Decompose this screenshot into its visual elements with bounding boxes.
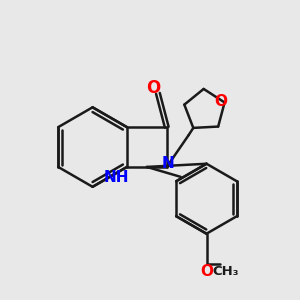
Text: O: O (214, 94, 228, 109)
Text: O: O (146, 79, 161, 97)
Text: N: N (162, 157, 175, 172)
Text: NH: NH (104, 170, 130, 185)
Text: O: O (200, 264, 213, 279)
Text: CH₃: CH₃ (212, 265, 239, 278)
